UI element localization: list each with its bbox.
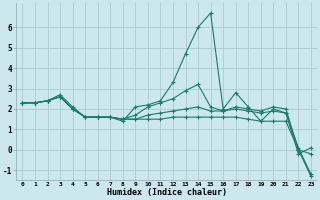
X-axis label: Humidex (Indice chaleur): Humidex (Indice chaleur) (107, 188, 227, 197)
